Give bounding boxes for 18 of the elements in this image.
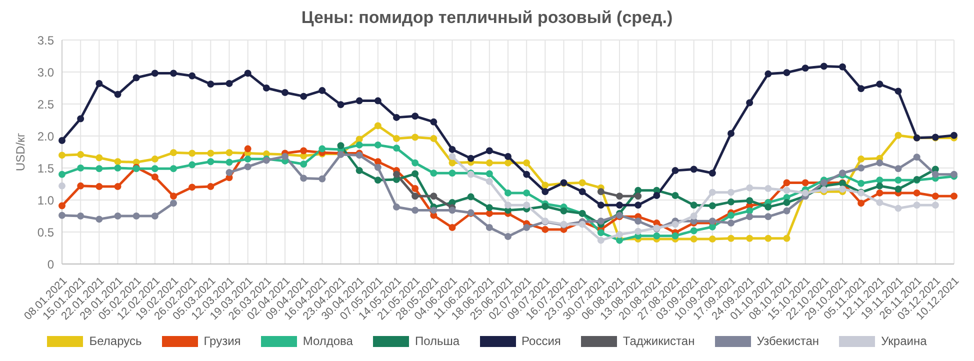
legend-label: Узбекистан [756,334,820,348]
legend-label: Молдова [302,334,353,348]
legend-label: Польша [414,334,460,348]
y-tick-label: 0.5 [37,225,54,240]
y-tick-label: 1.5 [37,161,54,176]
legend-label: Украина [881,334,927,348]
legend-label: Россия [522,334,561,348]
y-axis-title: USD/кг [13,132,28,172]
y-tick-label: 3.5 [37,33,54,48]
y-tick-label: 0 [47,257,54,272]
legend-label: Беларусь [89,334,142,348]
legend-label: Таджикистан [622,334,695,348]
y-tick-label: 2.5 [37,97,54,112]
y-tick-label: 3.0 [37,65,54,80]
chart-title: Цены: помидор тепличный розовый (сред.) [300,8,674,29]
y-tick-label: 1.0 [37,193,54,208]
y-tick-label: 2.0 [37,129,54,144]
legend-label: Грузия [204,334,241,348]
